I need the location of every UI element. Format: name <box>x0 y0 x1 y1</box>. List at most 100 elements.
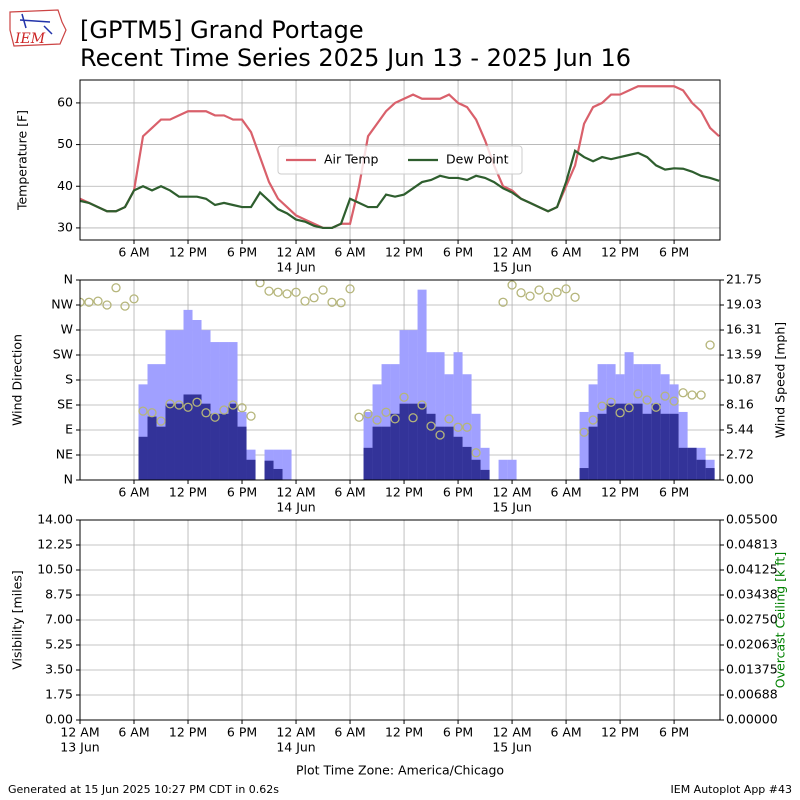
logo: IEM <box>9 9 67 47</box>
direction-point <box>219 405 229 415</box>
plot-area <box>80 85 720 230</box>
direction-point <box>111 283 121 293</box>
y-tick-label: 40 <box>57 178 73 193</box>
x-tick-label: 6 AM <box>334 725 365 740</box>
direction-point <box>300 296 310 306</box>
x-tick-date: 14 Jun <box>276 260 315 275</box>
direction-point <box>165 399 175 409</box>
bar <box>174 403 184 480</box>
direction-point <box>201 408 211 418</box>
direction-point <box>498 297 508 307</box>
x-tick-label: 12 AM <box>60 725 99 740</box>
x-tick-label: 6 AM <box>118 245 149 260</box>
direction-point <box>579 427 589 437</box>
direction-point <box>354 412 364 422</box>
line <box>80 85 720 230</box>
x-tick-label: 6 PM <box>659 245 689 260</box>
bar <box>579 411 589 480</box>
x-tick-label: 12 PM <box>601 725 639 740</box>
bar <box>183 394 193 480</box>
direction-point <box>696 390 706 400</box>
bar <box>624 403 634 480</box>
y-tick-label: W <box>61 322 73 337</box>
direction-point <box>633 389 643 399</box>
chart-subtitle: Recent Time Series 2025 Jun 13 - 2025 Ju… <box>80 44 631 72</box>
x-tick-date: 14 Jun <box>276 500 315 515</box>
y-tick-label: 14.00 <box>37 512 73 527</box>
legend-label: Dew Point <box>446 152 509 167</box>
bar <box>210 342 220 480</box>
direction-point <box>606 397 616 407</box>
direction-point <box>273 287 283 297</box>
bar <box>426 413 436 480</box>
y2-tick-label: 2.72 <box>726 446 754 461</box>
plot-frame <box>79 519 721 721</box>
y-tick-label: N <box>64 472 73 487</box>
logo-text: IEM <box>14 31 46 47</box>
plot-frame <box>79 79 721 241</box>
y-tick-label: 12.25 <box>37 537 73 552</box>
x-tick-label: 12 AM <box>276 485 315 500</box>
bar <box>210 413 220 480</box>
y2-tick-label: 0.03438 <box>726 587 778 602</box>
direction-point <box>705 340 715 350</box>
bar <box>372 426 382 480</box>
direction-point <box>615 408 625 418</box>
y-tick-label: S <box>65 372 73 387</box>
direction-point <box>561 284 571 294</box>
bar <box>462 374 472 480</box>
x-tick-label: 12 AM <box>276 245 315 260</box>
y2-axis-label: Wind Speed [mph] <box>773 322 788 438</box>
y2-tick-label: 0.00 <box>726 472 754 487</box>
bar <box>390 413 400 480</box>
bar <box>471 413 481 480</box>
x-tick-label: 12 PM <box>385 485 423 500</box>
direction-point <box>399 392 409 402</box>
direction-point <box>435 430 445 440</box>
direction-point <box>390 414 400 424</box>
bar <box>237 426 247 480</box>
bar <box>507 459 517 480</box>
direction-point <box>84 297 94 307</box>
direction-point <box>444 414 454 424</box>
x-tick-date: 13 Jun <box>60 740 99 755</box>
direction-point <box>588 415 598 425</box>
x-tick-label: 12 AM <box>492 245 531 260</box>
y-tick-label: 10.50 <box>37 562 73 577</box>
x-tick-label: 6 AM <box>118 725 149 740</box>
direction-point <box>345 284 355 294</box>
x-tick-date: 15 Jun <box>492 740 531 755</box>
y-tick-label: SE <box>57 397 73 412</box>
bar <box>633 403 643 480</box>
bar <box>669 413 679 480</box>
direction-point <box>516 288 526 298</box>
bar <box>615 403 625 480</box>
bar <box>579 468 589 480</box>
x-axis-label: Plot Time Zone: America/Chicago <box>296 763 504 778</box>
y2-axis-label: Overcast Ceiling [k ft] <box>773 552 788 688</box>
x-tick-label: 12 AM <box>276 725 315 740</box>
direction-point <box>129 294 139 304</box>
bar <box>282 449 292 480</box>
bar <box>444 426 454 480</box>
bar <box>246 459 256 480</box>
direction-point <box>660 391 670 401</box>
x-tick-label: 12 PM <box>169 725 207 740</box>
x-tick-label: 6 AM <box>334 485 365 500</box>
direction-point <box>372 415 382 425</box>
bar <box>165 403 175 480</box>
x-tick-label: 12 PM <box>385 245 423 260</box>
direction-point <box>543 292 553 302</box>
y2-tick-label: 0.05500 <box>726 512 778 527</box>
y-axis-label: Visibility [miles] <box>10 570 25 669</box>
plot-area <box>80 280 715 480</box>
bar <box>678 411 688 480</box>
footer-left: Generated at 15 Jun 2025 10:27 PM CDT in… <box>8 783 279 796</box>
bar <box>156 426 166 480</box>
x-tick-date: 15 Jun <box>492 500 531 515</box>
bar <box>435 352 445 480</box>
x-tick-label: 6 PM <box>443 725 473 740</box>
x-tick-date: 14 Jun <box>276 740 315 755</box>
bar <box>147 416 157 480</box>
direction-point <box>417 400 427 410</box>
